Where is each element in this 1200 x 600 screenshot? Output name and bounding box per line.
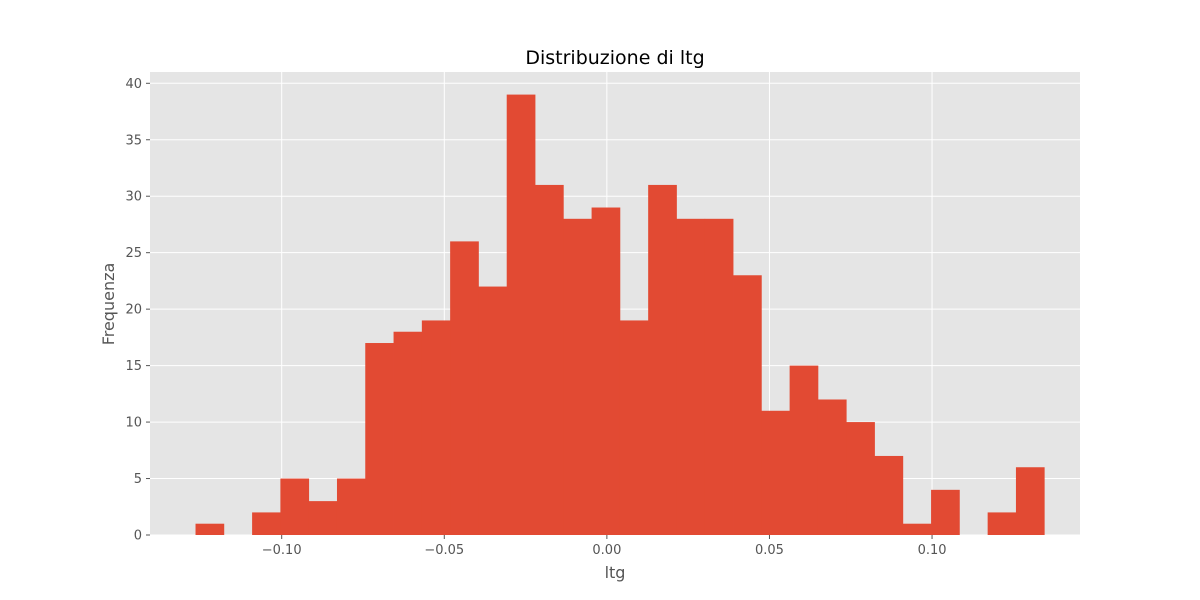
x-tick-label-4: 0.10 (918, 543, 947, 558)
y-tick-label-5: 25 (125, 246, 142, 261)
histogram-bar-16 (648, 184, 677, 536)
x-tick-label-0: −0.10 (262, 543, 302, 558)
histogram-bar-17 (676, 218, 706, 535)
histogram-bars (195, 94, 1045, 536)
histogram-bar-8 (421, 320, 451, 535)
x-axis-label: ltg (605, 563, 626, 582)
x-tick-label-2: 0.00 (592, 543, 621, 558)
histogram-bar-5 (336, 478, 366, 535)
y-tick-label-4: 20 (125, 303, 142, 318)
histogram-bar-2 (252, 512, 281, 535)
y-tick-label-3: 15 (125, 359, 142, 374)
histogram-bar-4 (308, 501, 338, 535)
histogram-bar-25 (902, 523, 932, 535)
histogram-bar-10 (478, 286, 508, 535)
y-tick-label-8: 40 (125, 77, 142, 92)
histogram-bar-19 (733, 275, 762, 535)
histogram-bar-6 (365, 343, 394, 535)
histogram-bar-29 (1015, 467, 1045, 535)
histogram-bar-20 (761, 410, 791, 535)
histogram-bar-18 (704, 218, 734, 535)
histogram-bar-24 (874, 455, 904, 535)
y-tick-label-7: 35 (125, 133, 142, 148)
y-tick-label-2: 10 (125, 416, 142, 431)
histogram-bar-3 (280, 478, 310, 535)
chart-title: Distribuzione di ltg (525, 47, 704, 69)
histogram-bar-9 (450, 241, 479, 535)
histogram-bar-12 (535, 184, 564, 536)
histogram-bar-0 (195, 523, 225, 535)
histogram-bar-15 (619, 320, 649, 535)
histogram-bar-7 (393, 331, 423, 535)
histogram-bar-22 (817, 399, 847, 535)
y-tick-label-0: 0 (134, 529, 142, 544)
x-tick-label-1: −0.05 (424, 543, 464, 558)
y-axis-ticks: 0 5 10 15 20 25 30 35 40 (125, 77, 150, 544)
x-axis-ticks: −0.10 −0.05 0.00 0.05 0.10 (262, 535, 947, 558)
histogram-bar-11 (506, 94, 536, 536)
histogram-bar-23 (846, 422, 875, 535)
x-tick-label-3: 0.05 (755, 543, 784, 558)
histogram-bar-26 (931, 489, 960, 535)
y-tick-label-6: 30 (125, 190, 142, 205)
y-tick-label-1: 5 (134, 472, 142, 487)
histogram-bar-28 (987, 512, 1017, 535)
y-axis-label: Frequenza (99, 263, 118, 346)
histogram-bar-13 (563, 218, 592, 535)
histogram-bar-14 (591, 207, 621, 535)
histogram-bar-21 (789, 365, 819, 535)
